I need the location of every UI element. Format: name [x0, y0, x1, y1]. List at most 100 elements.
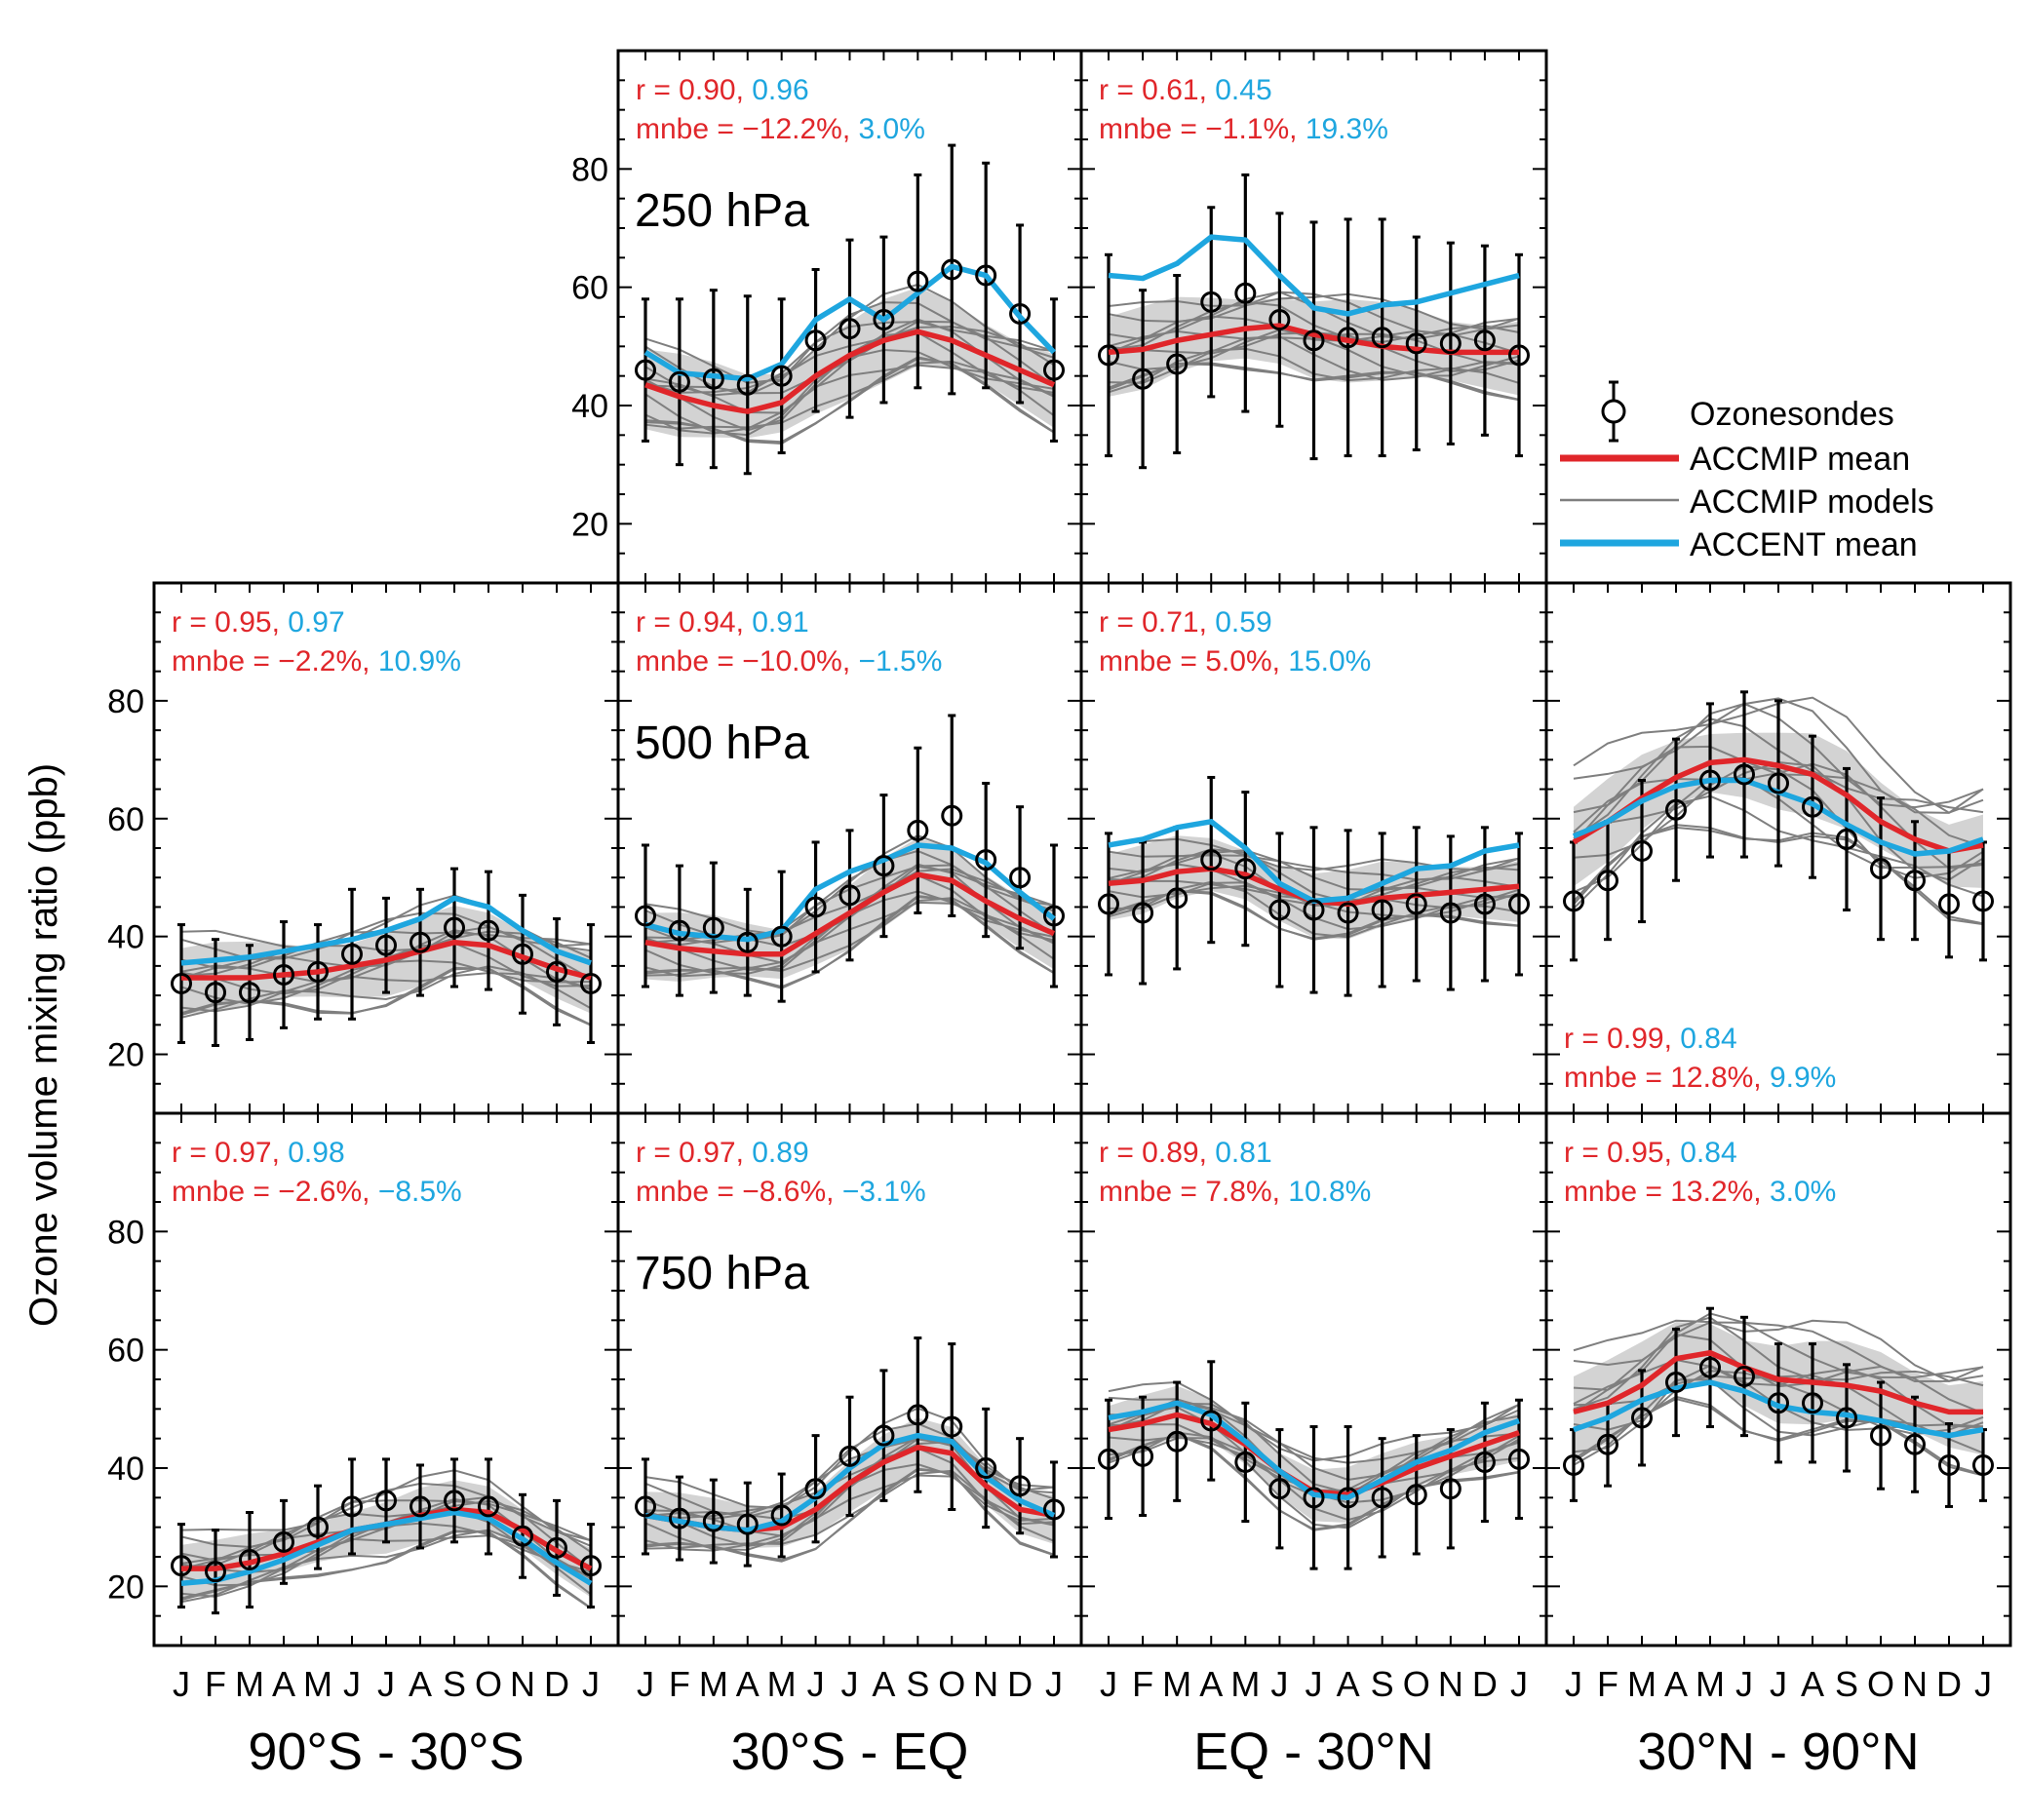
stats-mnbe-accent: 15.0%	[1288, 645, 1371, 678]
stats-mnbe-accent: 10.9%	[378, 645, 461, 678]
obs-marker	[1665, 1372, 1687, 1394]
accmip-mean-line	[1573, 1349, 1983, 1415]
obs-marker	[1303, 1487, 1325, 1509]
stats-mnbe-line: mnbe = 5.0%, 15.0%	[1099, 645, 1371, 678]
obs-marker	[1303, 329, 1325, 352]
stats-mnbe-accmip: mnbe = −2.2%,	[172, 645, 378, 678]
obs-marker	[512, 943, 533, 965]
column-labels: 90°S - 30°S 30°S - EQ EQ - 30°N 30°N - 90°N	[248, 1723, 1919, 1781]
stats-mnbe-line: mnbe = −8.6%, −3.1%	[636, 1176, 926, 1208]
stats-r-accent: 0.84	[1680, 1023, 1736, 1055]
obs-marker	[307, 960, 329, 983]
month-tick-label: O	[1403, 1664, 1430, 1704]
obs-marker	[1938, 1453, 1960, 1476]
obs-marker	[1234, 1451, 1257, 1473]
obs-marker	[1563, 890, 1584, 912]
obs-marker	[1166, 1430, 1189, 1452]
obs-marker	[1098, 1448, 1119, 1470]
month-tick-label: J	[1306, 1664, 1323, 1704]
accent-mean-line	[1108, 1400, 1520, 1501]
obs-marker	[873, 855, 895, 877]
stats-r-accent: 0.84	[1680, 1137, 1736, 1169]
accent-mean-line	[643, 263, 1056, 382]
obs-marker	[307, 1516, 329, 1538]
panel-500-nh-trop: r = 0.71, 0.59 mnbe = 5.0%, 15.0%	[1079, 581, 1548, 1115]
obs-marker	[1972, 1453, 1994, 1476]
stats-mnbe-accmip: mnbe = −8.6%,	[636, 1176, 842, 1208]
obs-marker	[1166, 887, 1189, 910]
month-tick-label: S	[1835, 1664, 1858, 1704]
obs-marker	[1802, 1392, 1823, 1414]
obs-marker	[907, 270, 929, 292]
legend-accmip-models-label: ACCMIP models	[1690, 484, 1934, 521]
month-tick-label: M	[303, 1664, 332, 1704]
y-tick-label: 60	[571, 270, 608, 307]
stats-mnbe-accent: −1.5%	[859, 645, 943, 678]
obs-marker	[1132, 368, 1154, 390]
obs-marker	[1337, 1487, 1359, 1509]
stats-r-accent: 0.81	[1215, 1137, 1271, 1169]
obs-marker	[1371, 899, 1393, 921]
obs-marker	[1768, 772, 1789, 794]
month-tick-label: N	[1902, 1664, 1928, 1704]
obs-marker	[635, 905, 656, 927]
obs-marker	[273, 1530, 294, 1553]
column-label: EQ - 30°N	[1193, 1723, 1434, 1781]
obs-marker	[171, 973, 192, 995]
stats-r-accent: 0.98	[288, 1137, 344, 1169]
pressure-level-label: 750 hPa	[635, 1248, 809, 1299]
obs-marker	[1938, 893, 1960, 915]
y-tick-label: 40	[107, 1451, 144, 1488]
obs-marker	[1508, 1448, 1530, 1470]
obs-marker	[1043, 905, 1065, 927]
stats-r-line: r = 0.71, 0.59	[1099, 606, 1272, 639]
obs-marker	[1166, 353, 1189, 375]
obs-marker	[907, 819, 929, 841]
panel-plot-area	[635, 1336, 1065, 1568]
stats-mnbe-accmip: mnbe = −10.0%,	[636, 645, 859, 678]
obs-marker	[838, 318, 861, 340]
month-tick-label: A	[1337, 1664, 1360, 1704]
pressure-level-label: 500 hPa	[635, 717, 809, 769]
month-tick-label: O	[475, 1664, 502, 1704]
stats-mnbe-line: mnbe = 12.8%, 9.9%	[1564, 1062, 1836, 1094]
obs-marker	[580, 1555, 602, 1577]
obs-marker	[635, 359, 656, 381]
obs-marker	[1439, 902, 1462, 924]
month-tick-label: J	[377, 1664, 395, 1704]
obs-marker	[239, 982, 260, 1004]
obs-marker	[205, 982, 226, 1004]
y-tick-label: 20	[107, 1568, 144, 1606]
stats-r-accmip: r = 0.95,	[172, 606, 288, 639]
month-tick-label: M	[1230, 1664, 1260, 1704]
stats-mnbe-accent: 19.3%	[1306, 113, 1388, 145]
y-tick-label: 80	[107, 683, 144, 720]
stats-mnbe-accmip: mnbe = −2.6%,	[172, 1176, 378, 1208]
month-tick-label: N	[973, 1664, 998, 1704]
month-tick-label: S	[906, 1664, 929, 1704]
obs-marker	[1665, 798, 1687, 821]
stats-mnbe-accent: 9.9%	[1770, 1062, 1836, 1094]
panel-500-nh-ext: r = 0.99, 0.84 mnbe = 12.8%, 9.9%	[1544, 581, 2012, 1115]
month-tick-label: J	[582, 1664, 600, 1704]
obs-marker	[478, 1495, 499, 1518]
obs-marker	[804, 896, 827, 918]
stats-r-line: r = 0.89, 0.81	[1099, 1137, 1272, 1169]
month-tick-label: M	[1162, 1664, 1191, 1704]
panel-plot-area	[635, 143, 1065, 476]
obs-marker	[907, 1404, 929, 1426]
obs-marker	[1009, 867, 1032, 889]
obs-marker	[668, 1507, 690, 1530]
obs-marker	[546, 960, 567, 983]
month-tick-label: J	[1100, 1664, 1117, 1704]
stats-r-accent: 0.97	[288, 606, 344, 639]
stats-r-accent: 0.91	[752, 606, 808, 639]
legend: Ozonesondes ACCMIP mean ACCMIP models AC…	[1560, 380, 1934, 563]
obs-marker	[702, 916, 724, 939]
month-tick-label: M	[699, 1664, 728, 1704]
obs-marker	[273, 963, 294, 986]
stats-r-accmip: r = 0.71,	[1099, 606, 1215, 639]
accmip-model-line	[1573, 1319, 1984, 1382]
